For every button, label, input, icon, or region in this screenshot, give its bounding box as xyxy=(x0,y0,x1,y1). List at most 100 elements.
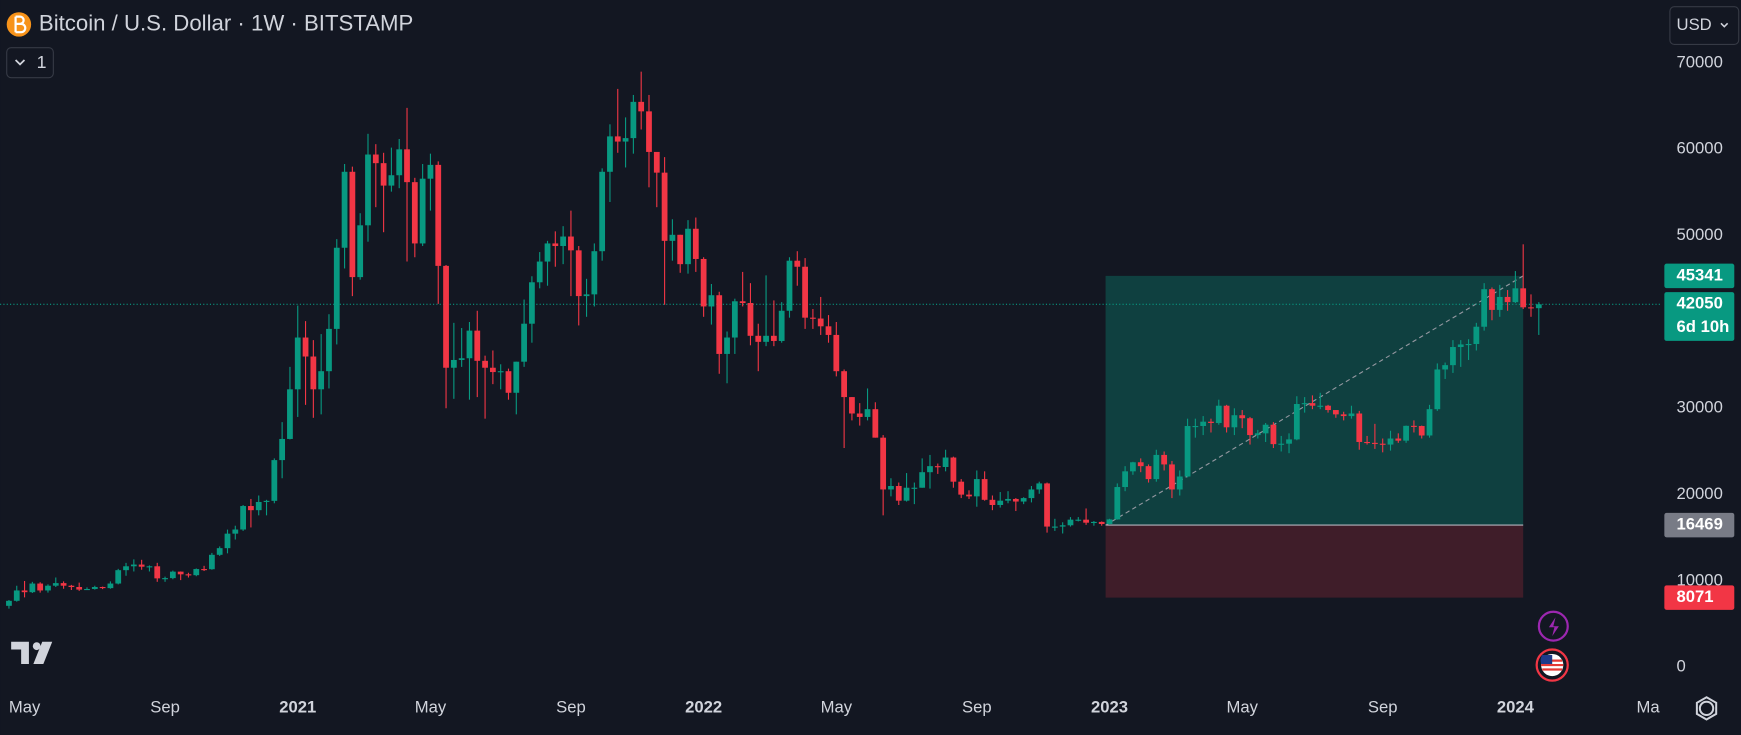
candle-body xyxy=(607,136,613,172)
candle-body xyxy=(1036,483,1043,490)
candle-body xyxy=(372,154,379,164)
candle-body xyxy=(1364,441,1370,444)
candle-body xyxy=(942,457,949,468)
candle-body xyxy=(614,136,621,142)
candle-body xyxy=(997,500,1004,505)
candle-body xyxy=(536,261,543,283)
candle-body xyxy=(692,228,699,259)
candle-body xyxy=(1442,365,1449,370)
candle-body xyxy=(700,258,707,307)
y-tick-label: 20000 xyxy=(1677,484,1723,503)
candle-body xyxy=(1005,498,1011,501)
candle-body xyxy=(411,182,418,244)
candle-body xyxy=(169,571,176,579)
interval-label: 1 xyxy=(37,52,47,72)
candle-body xyxy=(817,318,824,327)
candle-body xyxy=(856,413,863,417)
x-tick-label: Sep xyxy=(962,698,992,717)
candle-body xyxy=(981,479,988,500)
candle-body xyxy=(934,466,941,468)
candle-body xyxy=(99,587,106,589)
currency-button[interactable] xyxy=(1669,6,1740,45)
candle-body xyxy=(287,389,293,439)
candle-body xyxy=(552,243,559,247)
x-tick-label: 2022 xyxy=(685,698,722,717)
candle-body xyxy=(248,506,254,511)
candle-body xyxy=(1340,414,1347,417)
candle-body xyxy=(1169,464,1175,490)
candle-body xyxy=(958,481,965,495)
candle-body xyxy=(1106,519,1113,524)
candle-body xyxy=(1059,525,1066,527)
candle-body xyxy=(599,171,606,252)
candle-body xyxy=(895,486,902,501)
candle-body xyxy=(224,533,231,549)
candle-body xyxy=(724,337,730,354)
candle-body xyxy=(989,499,996,505)
candle-body xyxy=(1504,296,1511,303)
candle-body xyxy=(482,360,488,368)
candle-body xyxy=(841,371,848,398)
target-tag xyxy=(1664,263,1735,289)
candle-body xyxy=(107,583,114,589)
candle-body xyxy=(318,371,325,390)
candle-body xyxy=(1481,289,1488,327)
candle-body xyxy=(326,328,332,372)
candle-body xyxy=(1301,403,1308,405)
candle-body xyxy=(1098,521,1105,524)
candle-body xyxy=(1083,519,1089,523)
candle-body xyxy=(216,548,223,555)
countdown: 6d 10h xyxy=(1677,317,1730,336)
candle-body xyxy=(60,583,67,586)
y-tick-label: 60000 xyxy=(1677,139,1723,158)
candle-body xyxy=(1473,326,1480,344)
candle-body xyxy=(232,529,239,534)
chevron xyxy=(1720,22,1729,28)
candle-body xyxy=(755,335,762,342)
candle-body xyxy=(833,334,840,372)
candle-body xyxy=(786,260,793,311)
chevron xyxy=(14,59,26,66)
x-tick-label: 2024 xyxy=(1497,698,1535,717)
candle-body xyxy=(505,371,512,393)
interval-button[interactable] xyxy=(6,47,54,79)
candle-body xyxy=(1270,424,1277,445)
candle-body xyxy=(1332,410,1339,415)
candle-body xyxy=(29,583,36,593)
candle-body xyxy=(1137,462,1144,467)
candle-body xyxy=(794,260,801,267)
candle-body xyxy=(458,358,465,360)
loss-zone xyxy=(1105,525,1524,598)
bitcoin-glyph xyxy=(14,15,27,34)
candle-body xyxy=(1239,415,1246,419)
candle-body xyxy=(770,335,777,341)
candle-body xyxy=(435,164,442,266)
candle-body xyxy=(1465,343,1472,346)
candle-body xyxy=(1130,462,1136,472)
candle-body xyxy=(1395,438,1402,441)
events-icon[interactable] xyxy=(1535,648,1569,682)
candle-body xyxy=(450,359,457,368)
candle-body xyxy=(201,569,207,571)
target-label: 45341 xyxy=(1677,265,1723,284)
candle-body xyxy=(653,151,660,173)
candle-body xyxy=(466,330,473,359)
candle-body xyxy=(396,149,403,176)
candle-body xyxy=(1356,413,1363,442)
candle-body xyxy=(146,566,153,568)
trade-path xyxy=(1105,275,1524,526)
entry-label: 16469 xyxy=(1677,515,1723,534)
candle-body xyxy=(1176,476,1183,490)
candle-body xyxy=(255,501,262,511)
settings-button[interactable] xyxy=(1695,696,1718,721)
candle-body xyxy=(76,587,83,590)
x-tick-label: Sep xyxy=(150,698,180,717)
candle-body xyxy=(677,234,684,265)
candle-body xyxy=(380,163,387,186)
candle-body xyxy=(825,326,832,335)
candle-body xyxy=(1153,454,1160,480)
alert-icon[interactable] xyxy=(1537,610,1569,642)
candle-body xyxy=(966,494,972,497)
candle-body xyxy=(568,236,574,251)
candle-body xyxy=(903,487,910,501)
